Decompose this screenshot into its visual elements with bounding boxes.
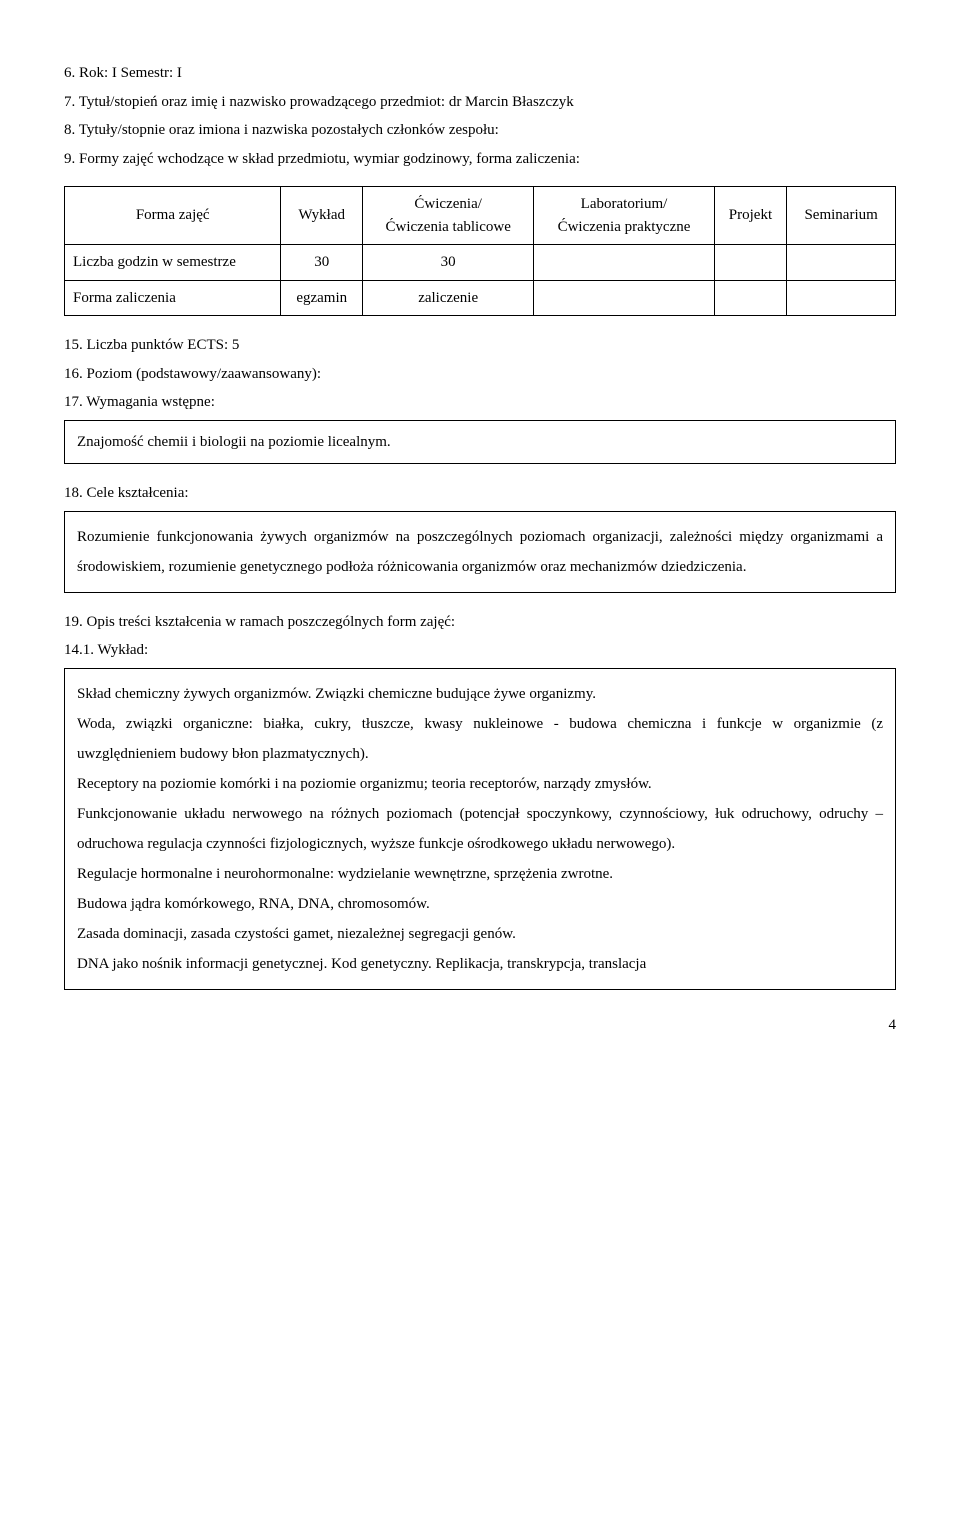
cell: zaliczenie: [363, 280, 534, 316]
table-header-row: Forma zajęć Wykład Ćwiczenia/ Ćwiczenia …: [65, 187, 896, 245]
table-row: Liczba godzin w semestrze 30 30: [65, 245, 896, 281]
line-16-poziom: 16. Poziom (podstawowy/zaawansowany):: [64, 363, 896, 386]
forms-table: Forma zajęć Wykład Ćwiczenia/ Ćwiczenia …: [64, 186, 896, 316]
line-6-rok-semestr: 6. Rok: I Semestr: I: [64, 62, 896, 85]
lecture-line: DNA jako nośnik informacji genetycznej. …: [77, 949, 883, 979]
line-18-cele: 18. Cele kształcenia:: [64, 482, 896, 505]
line-7-prowadzacy: 7. Tytuł/stopień oraz imię i nazwisko pr…: [64, 91, 896, 114]
line-8-zespol: 8. Tytuły/stopnie oraz imiona i nazwiska…: [64, 119, 896, 142]
cell: [787, 280, 896, 316]
lecture-line: Receptory na poziomie komórki i na pozio…: [77, 769, 883, 799]
line-15-ects: 15. Liczba punktów ECTS: 5: [64, 334, 896, 357]
row-liczba-godzin-label: Liczba godzin w semestrze: [65, 245, 281, 281]
box-cele: Rozumienie funkcjonowania żywych organiz…: [64, 511, 896, 593]
table-row: Forma zaliczenia egzamin zaliczenie: [65, 280, 896, 316]
cell: egzamin: [281, 280, 363, 316]
cell: 30: [281, 245, 363, 281]
col-forma-zajec: Forma zajęć: [65, 187, 281, 245]
cell: [534, 245, 714, 281]
cell: [714, 245, 787, 281]
col-wyklad: Wykład: [281, 187, 363, 245]
lecture-line: Skład chemiczny żywych organizmów. Związ…: [77, 679, 883, 709]
lecture-line: Zasada dominacji, zasada czystości gamet…: [77, 919, 883, 949]
col-laboratorium: Laboratorium/ Ćwiczenia praktyczne: [534, 187, 714, 245]
lecture-line: Funkcjonowanie układu nerwowego na różny…: [77, 799, 883, 859]
col-cwiczenia: Ćwiczenia/ Ćwiczenia tablicowe: [363, 187, 534, 245]
col-seminarium: Seminarium: [787, 187, 896, 245]
row-forma-zaliczenia-label: Forma zaliczenia: [65, 280, 281, 316]
line-14-1-wyklad: 14.1. Wykład:: [64, 639, 896, 662]
cell: [787, 245, 896, 281]
box-wyklad: Skład chemiczny żywych organizmów. Związ…: [64, 668, 896, 990]
cell: [534, 280, 714, 316]
line-19-opis: 19. Opis treści kształcenia w ramach pos…: [64, 611, 896, 634]
line-17-wymagania: 17. Wymagania wstępne:: [64, 391, 896, 414]
cell: 30: [363, 245, 534, 281]
page-number: 4: [64, 1014, 896, 1037]
line-9-formy-zajec: 9. Formy zajęć wchodzące w skład przedmi…: [64, 148, 896, 171]
cell: [714, 280, 787, 316]
col-projekt: Projekt: [714, 187, 787, 245]
box-wymagania: Znajomość chemii i biologii na poziomie …: [64, 420, 896, 465]
lecture-line: Budowa jądra komórkowego, RNA, DNA, chro…: [77, 889, 883, 919]
lecture-line: Regulacje hormonalne i neurohormonalne: …: [77, 859, 883, 889]
lecture-line: Woda, związki organiczne: białka, cukry,…: [77, 709, 883, 769]
